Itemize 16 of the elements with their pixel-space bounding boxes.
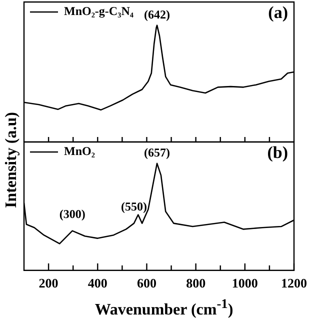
x-tick-label: 400	[88, 276, 108, 291]
legend-label: MnO₂	[64, 144, 96, 158]
text: (b)	[267, 142, 288, 162]
x-tick-label: 600	[136, 276, 156, 291]
annotation: (550)	[120, 199, 147, 214]
text: (a)	[268, 2, 288, 22]
x-tick-label: 800	[186, 276, 206, 291]
legend-label: MnO₂-g-C₃N₄	[64, 4, 134, 18]
x-tick-label: 200	[38, 276, 58, 291]
annotation: (657)	[144, 145, 170, 160]
x-axis-title: Wavenumber (cm$^{-1}$)	[94, 296, 234, 320]
x-tick-label: 1000	[232, 276, 258, 291]
y-axis-title: Intensity (a.u)	[2, 111, 21, 210]
annotation: (300)	[59, 206, 86, 221]
annotation: (642)	[144, 7, 170, 22]
x-tick-label: 1200	[281, 276, 307, 291]
